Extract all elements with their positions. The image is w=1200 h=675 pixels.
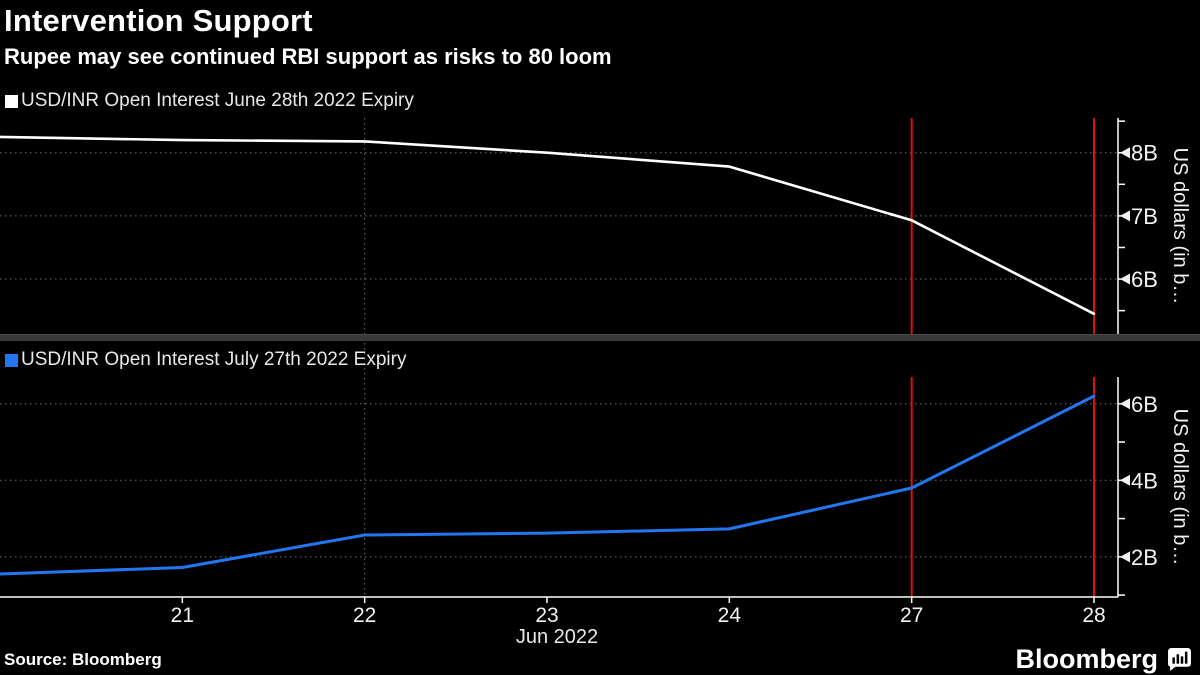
svg-text:27: 27 [900,604,923,627]
svg-text:Jun 2022: Jun 2022 [516,626,598,648]
legend-swatch-white [5,94,18,108]
svg-text:21: 21 [171,604,194,627]
chart-title: Intervention Support [4,3,313,38]
svg-text:7B: 7B [1131,204,1158,229]
chart-subtitle: Rupee may see continued RBI support as r… [4,44,612,69]
legend-swatch-blue [5,353,18,367]
legend-july-expiry: USD/INR Open Interest July 27th 2022 Exp… [5,349,406,371]
legend-label-june: USD/INR Open Interest June 28th 2022 Exp… [21,90,414,111]
svg-text:22: 22 [353,604,376,627]
svg-text:6B: 6B [1131,392,1158,417]
svg-text:8B: 8B [1131,141,1158,166]
legend-label-july: USD/INR Open Interest July 27th 2022 Exp… [21,349,407,370]
source-label: Source: Bloomberg [4,650,162,669]
svg-text:6B: 6B [1131,267,1158,292]
svg-text:2B: 2B [1131,545,1158,570]
svg-text:24: 24 [718,604,742,627]
bloomberg-logo-text: Bloomberg [1015,644,1158,674]
svg-text:4B: 4B [1131,468,1158,493]
svg-text:US dollars (in b…: US dollars (in b… [1169,148,1191,305]
panel-divider [0,334,1200,341]
bloomberg-logo: Bloomberg [1015,644,1192,675]
svg-text:28: 28 [1082,604,1105,627]
svg-text:US dollars (in b…: US dollars (in b… [1169,409,1191,566]
bar-chart-bubble-icon [1167,647,1192,672]
legend-june-expiry: USD/INR Open Interest June 28th 2022 Exp… [5,90,414,112]
svg-text:23: 23 [535,604,558,627]
